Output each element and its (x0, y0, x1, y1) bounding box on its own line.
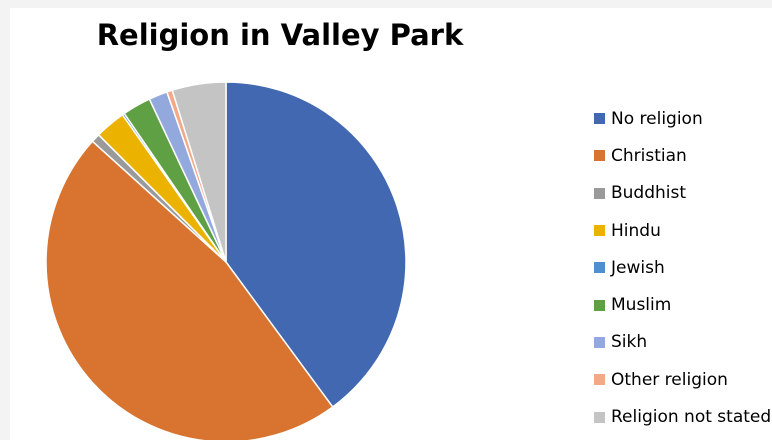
legend-label: Sikh (611, 332, 648, 353)
legend-swatch (594, 336, 605, 348)
legend-item-no-religion: No religion (594, 100, 771, 137)
legend-item-sikh: Sikh (594, 324, 771, 361)
legend-label: Other religion (611, 369, 728, 390)
legend-swatch (594, 374, 605, 386)
legend-label: Hindu (611, 220, 661, 241)
legend-label: Religion not stated (611, 407, 772, 428)
chart-area: Religion in Valley Park No religion Chris… (10, 8, 772, 440)
legend-item-buddhist: Buddhist (594, 175, 771, 212)
pie-slice-religion-not-stated (171, 81, 227, 263)
legend-swatch (594, 187, 605, 199)
legend-swatch (594, 113, 605, 125)
chart-title: Religion in Valley Park (96, 18, 464, 52)
legend: No religion Christian Buddhist Hindu Jewish M… (594, 100, 771, 436)
legend-item-jewish: Jewish (594, 249, 771, 286)
legend-label: Muslim (611, 295, 672, 316)
legend-label: No religion (611, 108, 703, 129)
pie-chart (45, 81, 407, 440)
legend-item-christian: Christian (594, 137, 771, 174)
legend-swatch (594, 411, 605, 423)
legend-item-other-religion: Other religion (594, 361, 771, 398)
legend-swatch (594, 150, 605, 162)
legend-swatch (594, 225, 605, 237)
legend-item-religion-not-stated: Religion not stated (594, 398, 771, 435)
legend-swatch (594, 262, 605, 274)
pie-slice-no-religion (225, 81, 407, 408)
legend-label: Jewish (611, 257, 665, 278)
legend-label: Christian (611, 145, 687, 166)
legend-item-muslim: Muslim (594, 286, 771, 323)
legend-item-hindu: Hindu (594, 212, 771, 249)
pie-slice-christian (45, 140, 334, 440)
legend-swatch (594, 299, 605, 311)
legend-label: Buddhist (611, 183, 687, 204)
